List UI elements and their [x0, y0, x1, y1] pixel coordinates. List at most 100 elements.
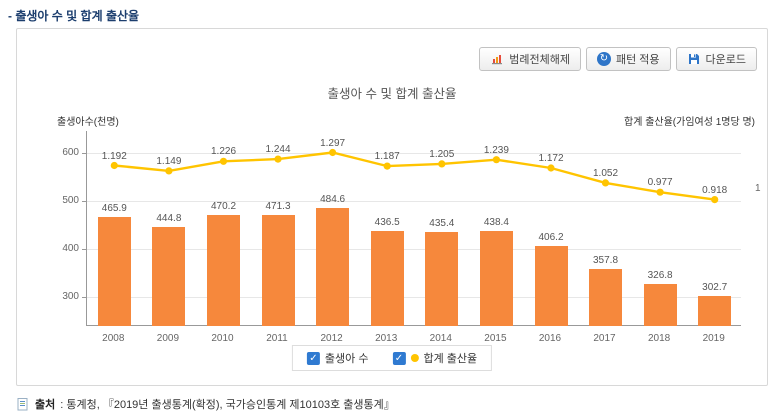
bar-value-label: 471.3	[265, 200, 291, 212]
line-value-label: 1.052	[592, 167, 619, 179]
button-label: 범례전체해제	[509, 54, 570, 66]
page-title: - 출생아 수 및 합계 출산율	[8, 9, 140, 23]
x-axis-tick-label: 2017	[593, 333, 616, 344]
legend-item-fertility[interactable]: 합계 출산율	[392, 350, 477, 366]
y-axis-tick-label: 500	[62, 194, 79, 206]
line-value-label: 0.918	[702, 184, 728, 196]
legend-label: 출생아 수	[324, 353, 369, 365]
bar	[534, 246, 568, 326]
mini-chart-icon	[490, 52, 504, 66]
line-point	[110, 161, 118, 170]
download-button[interactable]: 다운로드	[675, 47, 757, 71]
bar-value-label: 436.5	[374, 217, 400, 229]
axis-tick	[82, 200, 87, 202]
births-checkbox[interactable]	[306, 351, 320, 365]
line-marker-dot	[410, 354, 419, 362]
fertility-checkbox[interactable]	[392, 351, 406, 365]
apply-pattern-button[interactable]: 패턴 적용	[585, 47, 671, 71]
y-axis-tick-label: 400	[62, 243, 79, 254]
line-point	[165, 167, 173, 175]
x-axis-tick-label: 2019	[702, 333, 725, 344]
x-axis-tick-label: 2018	[647, 333, 671, 344]
line-value-label: 1.239	[483, 144, 509, 156]
right-axis-tick-label: 1	[755, 183, 761, 195]
button-label: 다운로드	[705, 54, 746, 66]
line-value-label: 1.187	[374, 151, 400, 163]
source-note: 출처 : 통계청, 『2019년 출생통계(확정), 국가승인통계 제10103…	[16, 396, 395, 412]
bar	[316, 208, 350, 326]
x-axis-tick-label: 2009	[156, 333, 180, 344]
bar	[261, 214, 295, 326]
document-icon	[16, 397, 30, 411]
line-point	[438, 160, 446, 168]
refresh-icon	[596, 52, 611, 66]
fertility-line-layer	[110, 148, 719, 204]
bar	[479, 230, 513, 326]
save-icon	[687, 52, 701, 66]
legend-label: 합계 출산율	[423, 353, 478, 365]
bar	[643, 284, 677, 326]
bar-value-label: 357.8	[592, 255, 619, 267]
source-text: : 통계청, 『2019년 출생통계(확정), 국가승인통계 제10103호 출…	[60, 399, 395, 411]
bar-value-label: 438.4	[483, 216, 509, 228]
bar-value-label: 484.6	[320, 194, 346, 206]
line-value-label: 0.977	[647, 177, 673, 189]
chart-title: 출생아 수 및 합계 출산율	[327, 87, 457, 101]
line-point	[219, 157, 228, 165]
line-point	[492, 156, 500, 164]
x-axis-tick-label: 2015	[484, 333, 507, 344]
bar-value-label: 406.2	[538, 232, 564, 243]
bar	[207, 215, 240, 326]
axis-tick	[82, 297, 87, 299]
line-point	[383, 162, 391, 170]
chart-legend: 출생아 수 합계 출산율	[291, 345, 493, 371]
bar-value-label: 302.7	[702, 281, 728, 293]
legend-all-off-button[interactable]: 범례전체해제	[479, 47, 581, 71]
x-axis-tick-label: 2010	[211, 333, 234, 344]
bar-value-label: 465.9	[101, 203, 127, 215]
y-axis-tick-label: 300	[62, 291, 79, 303]
bar	[425, 231, 459, 326]
bar-value-label: 326.8	[647, 270, 673, 282]
button-label: 패턴 적용	[615, 54, 660, 66]
left-axis-label: 출생아수(천명)	[57, 117, 119, 128]
line-value-label: 1.149	[156, 155, 182, 167]
line-value-label: 1.226	[210, 146, 237, 158]
toolbar: 범례전체해제 패턴 적용 다운로드	[479, 47, 757, 71]
chart-panel: 범례전체해제 패턴 적용 다운로드 출생아 수 및 합계 출산율 출	[16, 28, 768, 386]
x-axis-tick-label: 2008	[102, 333, 125, 344]
line-value-label: 1.192	[101, 150, 127, 162]
source-prefix: 출처	[35, 399, 56, 411]
line-value-label: 1.172	[538, 153, 564, 164]
bar	[589, 269, 622, 326]
bar	[97, 217, 131, 326]
gridline	[87, 297, 741, 299]
line-point	[274, 155, 282, 163]
x-axis-tick-label: 2013	[375, 333, 398, 344]
gridline	[87, 152, 741, 154]
line-point	[547, 164, 555, 172]
plot-area: 465.9 444.8 470.2 471.3 484.6 436.5 435.4 438.4…	[82, 131, 741, 326]
legend-item-births[interactable]: 출생아 수	[306, 350, 369, 366]
bar-value-label: 435.4	[429, 217, 455, 229]
x-axis-tick-label: 2016	[538, 333, 562, 344]
bar-value-label: 470.2	[210, 201, 237, 213]
bar-value-label: 444.8	[156, 213, 182, 225]
x-axis-tick-label: 2011	[266, 333, 288, 344]
axis-tick	[82, 249, 87, 250]
line-point	[329, 148, 337, 157]
line-point	[656, 188, 664, 196]
line-point	[711, 196, 719, 204]
x-axis-tick-label: 2012	[320, 333, 343, 344]
line-value-label: 1.244	[265, 144, 291, 156]
line-value-label: 1.297	[320, 137, 346, 149]
fertility-line	[114, 151, 715, 201]
bar	[370, 231, 404, 326]
gridline	[87, 249, 741, 250]
right-axis-label: 합계 출산율(가임여성 1명당 명)	[624, 117, 755, 128]
axis-tick	[82, 152, 87, 154]
bar	[152, 227, 186, 326]
line-value-label: 1.205	[429, 148, 455, 160]
gridline	[87, 200, 741, 202]
